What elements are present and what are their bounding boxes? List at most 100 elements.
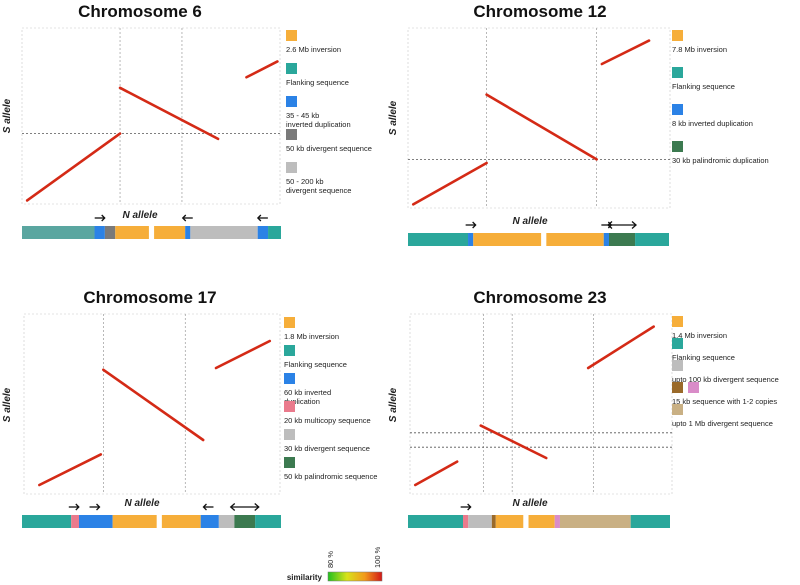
legend-label: upto 1 Mb divergent sequence <box>672 419 773 428</box>
sequence-segment <box>257 226 269 239</box>
arrow-head <box>75 503 80 511</box>
legend-label-line: 50 - 200 kb <box>286 177 324 186</box>
legend-label-line: 7.8 Mb inversion <box>672 45 727 54</box>
alignment-diagonal <box>586 325 655 370</box>
legend-swatch <box>286 30 297 41</box>
sequence-segment <box>22 226 95 239</box>
legend-label: 30 kb divergent sequence <box>284 444 370 453</box>
sequence-segment <box>554 515 560 528</box>
legend-label: 1.4 Mb inversion <box>672 331 727 340</box>
legend-label: 50 kb divergent sequence <box>286 144 372 153</box>
legend-label: 7.8 Mb inversion <box>672 45 727 54</box>
legend-swatch <box>286 162 297 173</box>
legend-swatch <box>672 141 683 152</box>
x-axis-label: N allele <box>124 498 159 509</box>
legend-label: Flanking sequence <box>286 78 349 87</box>
legend-swatch <box>672 30 683 41</box>
legend-label-line: Flanking sequence <box>284 360 347 369</box>
arrow-head <box>101 214 106 222</box>
arrow-head <box>631 221 638 229</box>
dotplot-frame <box>21 27 281 205</box>
x-axis-label: N allele <box>512 498 547 509</box>
sequence-segment <box>408 233 469 246</box>
panel-title: Chromosome 12 <box>473 2 606 21</box>
arrow-head <box>202 503 207 511</box>
colorbar-min-label: 80 % <box>326 551 335 568</box>
legend-label-line: 20 kb multicopy sequence <box>284 416 371 425</box>
legend-swatch <box>672 338 683 349</box>
legend-label: 30 kb palindromic duplication <box>672 156 769 165</box>
panel-chromosome: Chromosome 17 S allele N allele 1.8 Mb inve… <box>2 288 377 528</box>
legend-label: 35 - 45 kb inverted duplication <box>286 111 351 129</box>
legend-label: 60 kb inverted duplication <box>284 388 331 406</box>
orientation-arrow <box>607 221 638 229</box>
sequence-segment <box>559 515 631 528</box>
sequence-segment <box>546 233 604 246</box>
legend-label-line: 50 kb palindromic sequence <box>284 472 377 481</box>
sequence-segment <box>491 515 496 528</box>
arrow-head <box>467 503 472 511</box>
sequence-segment <box>161 515 201 528</box>
sequence-segment <box>468 515 492 528</box>
orientation-arrow <box>68 503 80 511</box>
legend-label: 2.6 Mb inversion <box>286 45 341 54</box>
legend-label-line: upto 1 Mb divergent sequence <box>672 419 773 428</box>
legend-label: 50 kb palindromic sequence <box>284 472 377 481</box>
sequence-segment <box>78 515 113 528</box>
sequence-segment <box>603 233 609 246</box>
legend-label-line: 35 - 45 kb <box>286 111 319 120</box>
legend-swatch <box>672 404 683 415</box>
panel-chromosome: Chromosome 23 S allele N allele 1.4 Mb inve… <box>388 288 779 528</box>
y-axis-label: S allele <box>2 387 13 422</box>
legend-swatch <box>672 382 683 393</box>
panel-chromosome: Chromosome 12 S allele N allele 7.8 Mb inve… <box>388 2 769 246</box>
sequence-segment <box>495 515 524 528</box>
panel-title: Chromosome 17 <box>83 288 216 307</box>
arrow-head <box>472 221 477 229</box>
orientation-arrow <box>460 503 472 511</box>
orientation-arrow <box>181 214 193 222</box>
legend-swatch <box>672 104 683 115</box>
orientation-arrow <box>256 214 268 222</box>
legend-label-line: Flanking sequence <box>672 82 735 91</box>
dotplot-frame <box>23 313 281 495</box>
colorbar-max-label: 100 % <box>373 546 382 568</box>
sequence-segment <box>185 226 191 239</box>
panel-chromosome: Chromosome 6 S allele N allele 2.6 Mb inver… <box>2 2 372 239</box>
legend-swatch <box>672 67 683 78</box>
y-axis-label: S allele <box>388 100 399 135</box>
legend-label: Flanking sequence <box>284 360 347 369</box>
legend-label-line: Flanking sequence <box>672 353 735 362</box>
panel-title: Chromosome 6 <box>78 2 202 21</box>
sequence-segment <box>154 226 186 239</box>
similarity-colorbar: similarity 80 % 100 % <box>287 546 383 582</box>
legend-swatch <box>284 401 295 412</box>
legend-swatch <box>284 345 295 356</box>
sequence-segment <box>473 233 542 246</box>
legend-label-line: duplication <box>284 397 320 406</box>
arrow-head <box>181 214 187 222</box>
orientation-arrow <box>89 503 101 511</box>
legend-label: 8 kb inverted duplication <box>672 119 753 128</box>
legend-label: 15 kb sequence with 1-2 copies <box>672 397 777 406</box>
legend-swatch <box>284 317 295 328</box>
legend-label-line: 1.4 Mb inversion <box>672 331 727 340</box>
legend-label-line: upto 100 kb divergent sequence <box>672 375 779 384</box>
legend-label-line: 15 kb sequence with 1-2 copies <box>672 397 777 406</box>
alignment-diagonal <box>102 368 205 442</box>
sequence-segment <box>200 515 219 528</box>
orientation-arrow <box>465 221 477 229</box>
legend-swatch <box>688 382 699 393</box>
legend-label-line: 30 kb palindromic duplication <box>672 156 769 165</box>
colorbar-label: similarity <box>287 573 323 582</box>
legend-label: Flanking sequence <box>672 353 735 362</box>
legend-label-line: inverted duplication <box>286 120 351 129</box>
sequence-segment <box>115 226 149 239</box>
sequence-segment <box>22 515 72 528</box>
orientation-arrow <box>94 214 106 222</box>
legend-swatch <box>284 457 295 468</box>
legend-swatch <box>672 316 683 327</box>
sequence-segment <box>408 515 464 528</box>
alignment-diagonal <box>118 86 220 141</box>
sequence-segment <box>94 226 105 239</box>
